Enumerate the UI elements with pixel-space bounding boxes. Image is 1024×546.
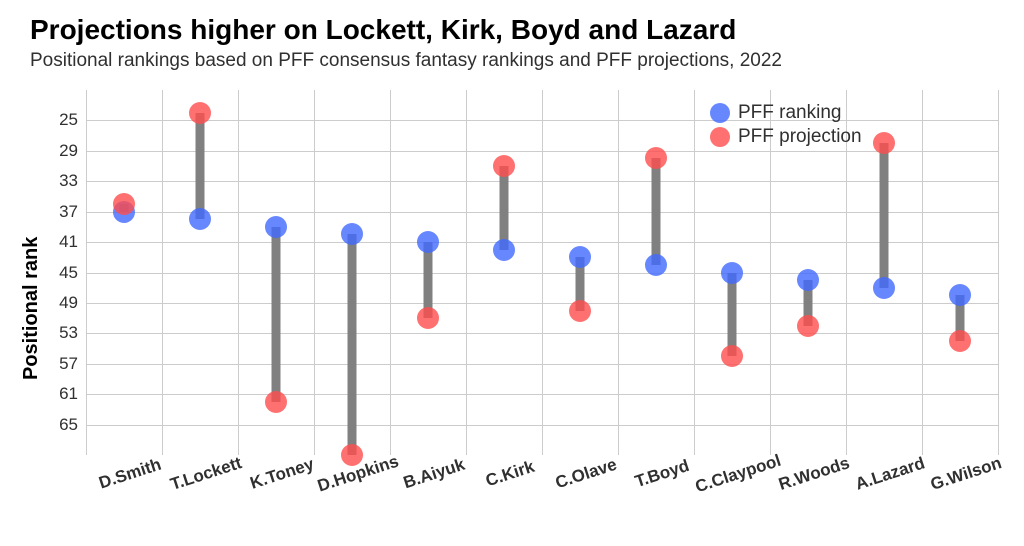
y-tick-label: 57 — [59, 354, 86, 374]
x-tick-label: D.Smith — [97, 455, 164, 494]
ranking-dot — [949, 284, 971, 306]
projection-dot — [797, 315, 819, 337]
y-tick-label: 29 — [59, 141, 86, 161]
grid-line-vertical — [694, 90, 695, 455]
x-tick-label: T.Boyd — [633, 456, 692, 492]
y-tick-label: 49 — [59, 293, 86, 313]
grid-line-vertical — [162, 90, 163, 455]
y-tick-label: 25 — [59, 110, 86, 130]
y-tick-label: 45 — [59, 263, 86, 283]
grid-line-vertical — [542, 90, 543, 455]
x-tick-label: C.Kirk — [483, 457, 537, 491]
projection-dot — [113, 193, 135, 215]
legend-dot-icon — [710, 127, 730, 147]
ranking-dot — [493, 239, 515, 261]
dumbbell-bar — [652, 158, 661, 264]
ranking-dot — [417, 231, 439, 253]
grid-line-vertical — [390, 90, 391, 455]
y-tick-label: 65 — [59, 415, 86, 435]
dumbbell-bar — [500, 166, 509, 250]
projection-dot — [493, 155, 515, 177]
projection-dot — [949, 330, 971, 352]
projection-dot — [265, 391, 287, 413]
x-tick-label: C.Claypool — [693, 451, 784, 497]
projection-dot — [873, 132, 895, 154]
grid-line-vertical — [618, 90, 619, 455]
dumbbell-bar — [728, 273, 737, 357]
dumbbell-bar — [348, 234, 357, 455]
ranking-dot — [569, 246, 591, 268]
grid-line-vertical — [238, 90, 239, 455]
projection-dot — [417, 307, 439, 329]
dumbbell-bar — [272, 227, 281, 402]
y-tick-label: 37 — [59, 202, 86, 222]
ranking-dot — [797, 269, 819, 291]
grid-line-vertical — [314, 90, 315, 455]
projection-dot — [189, 102, 211, 124]
x-tick-label: C.Olave — [553, 455, 619, 494]
legend-item: PFF projection — [710, 126, 862, 148]
x-tick-label: K.Toney — [248, 454, 317, 493]
projection-dot — [645, 147, 667, 169]
x-tick-label: G.Wilson — [928, 453, 1004, 495]
x-tick-label: A.Lazard — [853, 453, 927, 494]
ranking-dot — [265, 216, 287, 238]
legend-label: PFF projection — [738, 126, 862, 148]
x-tick-label: T.Lockett — [168, 453, 244, 495]
y-tick-label: 61 — [59, 384, 86, 404]
chart-subtitle: Positional rankings based on PFF consens… — [30, 50, 782, 72]
grid-line-vertical — [922, 90, 923, 455]
ranking-dot — [189, 208, 211, 230]
ranking-dot — [721, 262, 743, 284]
grid-line-vertical — [466, 90, 467, 455]
y-axis-title: Positional rank — [20, 237, 43, 380]
x-tick-label: B.Aiyuk — [401, 455, 467, 494]
dumbbell-bar — [880, 143, 889, 287]
ranking-dot — [873, 277, 895, 299]
y-tick-label: 41 — [59, 232, 86, 252]
y-tick-label: 53 — [59, 323, 86, 343]
y-tick-label: 33 — [59, 171, 86, 191]
dumbbell-bar — [196, 113, 205, 219]
ranking-dot — [645, 254, 667, 276]
grid-line-vertical — [998, 90, 999, 455]
legend: PFF rankingPFF projection — [710, 102, 862, 150]
legend-label: PFF ranking — [738, 102, 841, 124]
chart-container: Projections higher on Lockett, Kirk, Boy… — [0, 0, 1024, 546]
x-tick-label: R.Woods — [776, 453, 852, 495]
projection-dot — [721, 345, 743, 367]
projection-dot — [341, 444, 363, 466]
grid-line-vertical — [86, 90, 87, 455]
chart-title: Projections higher on Lockett, Kirk, Boy… — [30, 14, 736, 46]
projection-dot — [569, 300, 591, 322]
legend-dot-icon — [710, 103, 730, 123]
legend-item: PFF ranking — [710, 102, 862, 124]
ranking-dot — [341, 223, 363, 245]
